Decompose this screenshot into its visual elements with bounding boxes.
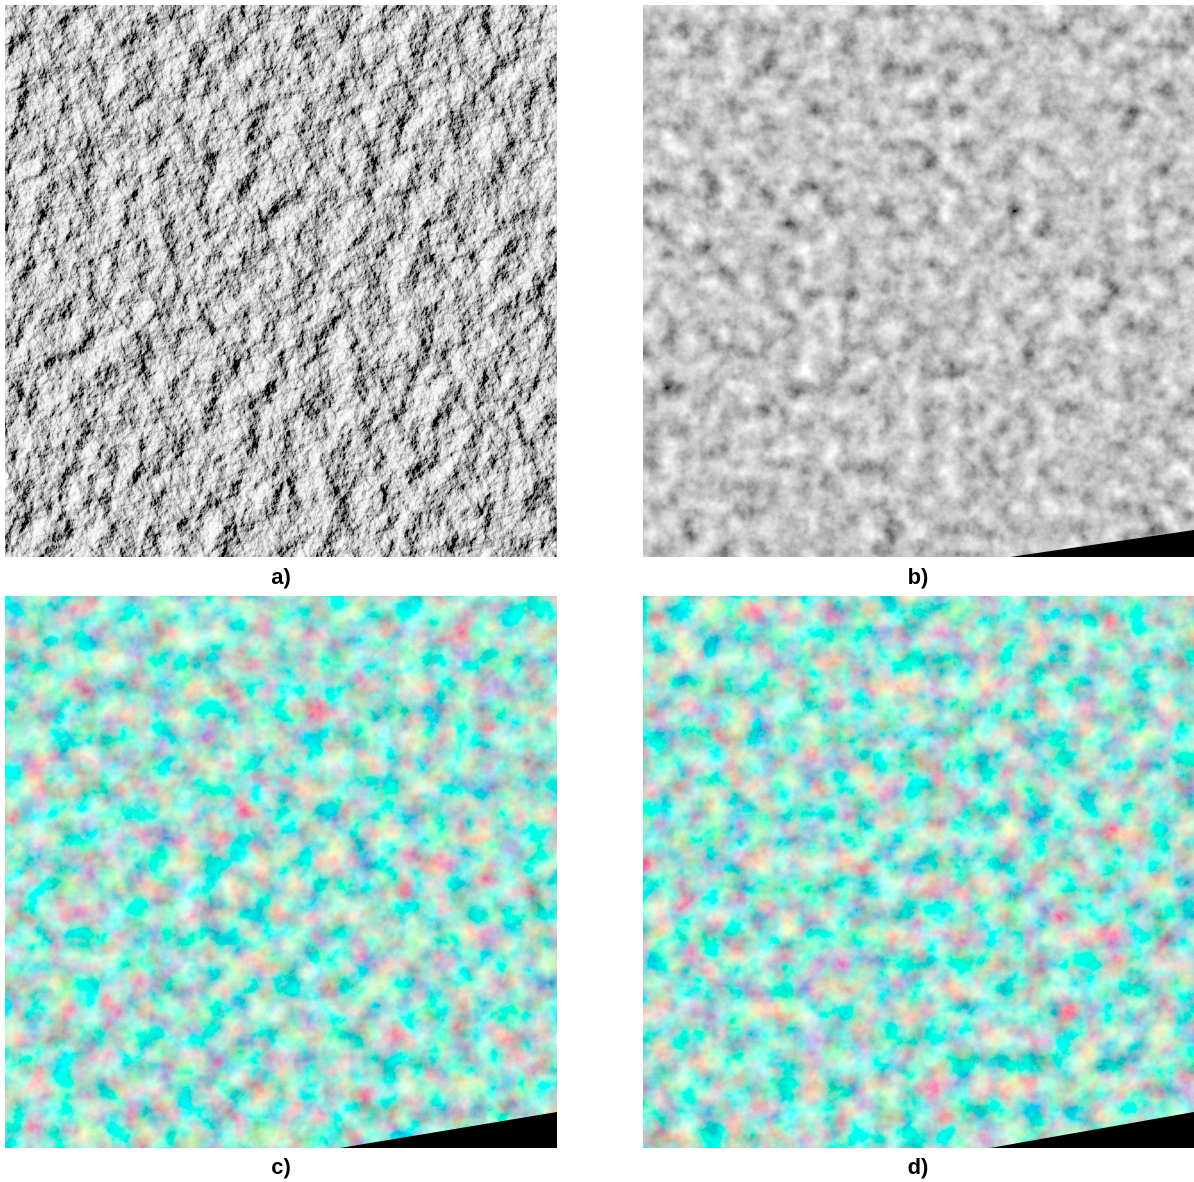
panel-b xyxy=(643,5,1194,557)
panel-label: a) xyxy=(271,564,291,589)
panel-a xyxy=(5,5,557,557)
image xyxy=(5,596,557,1148)
panel-label: d) xyxy=(908,1154,929,1179)
nodata xyxy=(990,1112,1194,1148)
panel-label: b) xyxy=(908,564,929,589)
image xyxy=(5,5,557,557)
image xyxy=(643,5,1194,557)
image xyxy=(643,596,1194,1148)
nodata xyxy=(1010,530,1194,557)
panel-c xyxy=(5,596,557,1148)
panel-d xyxy=(643,596,1194,1148)
nodata xyxy=(340,1112,557,1148)
panel-label: c) xyxy=(271,1154,291,1179)
